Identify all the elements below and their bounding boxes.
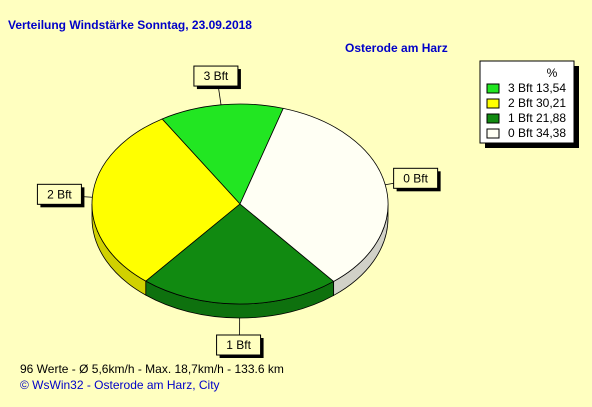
legend-swatch: [486, 128, 500, 139]
legend-label: 0 Bft: [508, 126, 533, 140]
label-box: [393, 167, 439, 189]
slice-label: 0 Bft: [403, 171, 428, 185]
legend-swatch: [486, 83, 500, 94]
label-box: [216, 334, 262, 356]
label-box: [193, 65, 239, 87]
label-box: [36, 183, 82, 205]
chart-subtitle: Osterode am Harz: [345, 41, 448, 55]
pie-slice: [161, 103, 284, 205]
legend-label: 2 Bft: [508, 96, 533, 110]
legend-swatch: [486, 98, 500, 109]
legend-swatch: [486, 113, 500, 124]
legend-value: 30,21: [536, 96, 566, 110]
footer-credit: © WsWin32 - Osterode am Harz, City: [20, 378, 220, 392]
legend-value: 21,88: [536, 111, 566, 125]
slice-label: 2 Bft: [47, 187, 72, 201]
legend-value: 34,38: [536, 126, 566, 140]
pie-slice: [145, 203, 335, 305]
legend-title: %: [547, 66, 558, 80]
legend-label: 1 Bft: [508, 111, 533, 125]
footer-stats: 96 Werte - Ø 5,6km/h - Max. 18,7km/h - 1…: [20, 362, 284, 376]
chart-title: Verteilung Windstärke Sonntag, 23.09.201…: [8, 18, 252, 32]
legend-label: 3 Bft: [508, 81, 533, 95]
slice-label: 3 Bft: [204, 69, 229, 83]
slice-label: 1 Bft: [226, 338, 251, 352]
legend-value: 13,54: [536, 81, 566, 95]
